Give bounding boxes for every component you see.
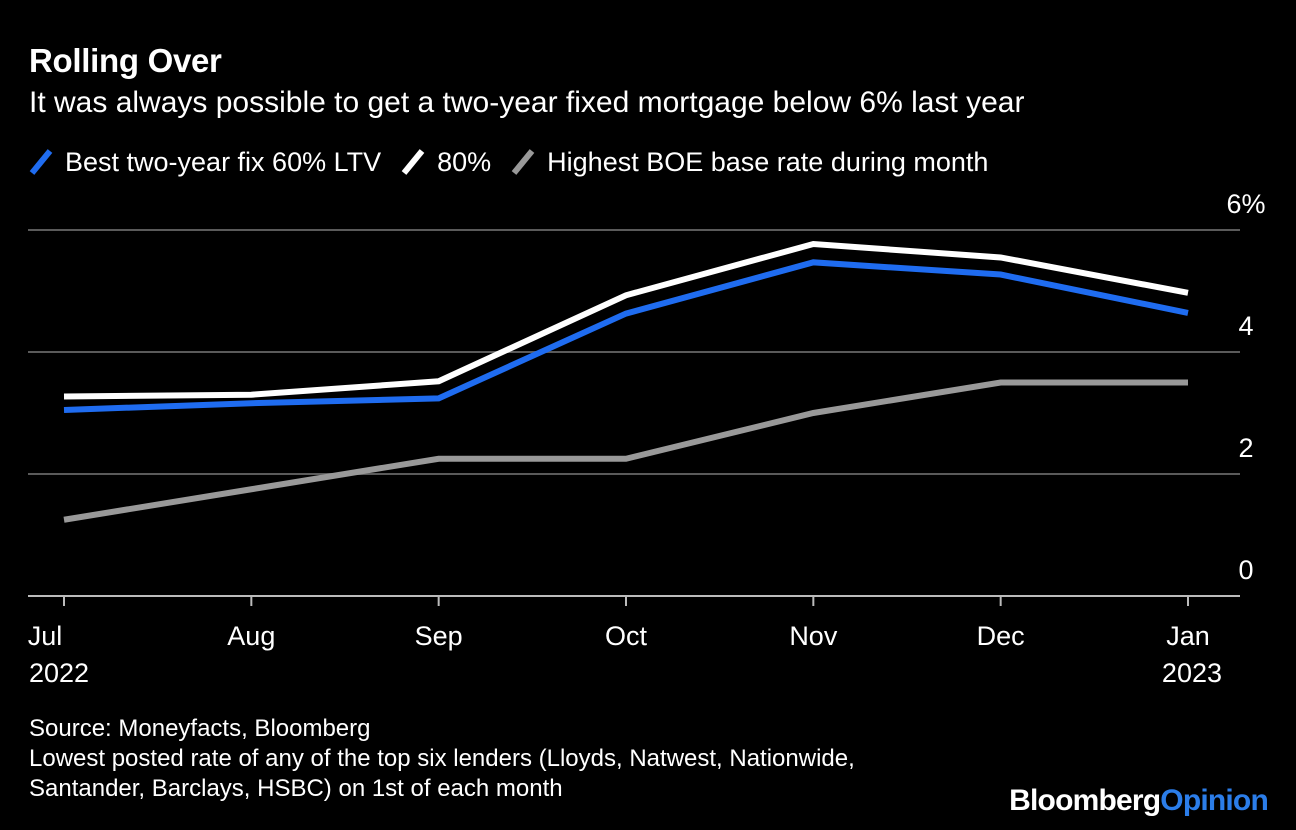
- x-tick-label-aug: Aug: [227, 621, 275, 651]
- brand-part-1: Bloomberg: [1009, 784, 1161, 817]
- note-line-1: Lowest posted rate of any of the top six…: [29, 745, 855, 772]
- source-note: Source: Moneyfacts, Bloomberg Lowest pos…: [29, 714, 855, 804]
- x-tick-label-nov: Nov: [789, 621, 838, 651]
- x-tick-label-jul: Jul: [28, 621, 63, 651]
- note-line-2: Santander, Barclays, HSBC) on 1st of eac…: [29, 775, 563, 802]
- legend-item-60ltv: Best two-year fix 60% LTV: [29, 146, 381, 178]
- legend-swatch-boe: [511, 149, 535, 175]
- chart-subtitle: It was always possible to get a two-year…: [29, 86, 1025, 119]
- legend-label-boe: Highest BOE base rate during month: [547, 146, 989, 177]
- legend: Best two-year fix 60% LTV 80% Highest BO…: [29, 146, 1008, 178]
- x-tick-label-sep: Sep: [415, 621, 463, 651]
- legend-swatch-60ltv: [29, 149, 53, 175]
- x-tick-sublabel-2023: 2023: [1162, 658, 1222, 688]
- legend-swatch-80ltv: [401, 149, 425, 175]
- chart-title: Rolling Over: [29, 42, 222, 79]
- legend-label-60ltv: Best two-year fix 60% LTV: [65, 146, 382, 177]
- legend-item-boe: Highest BOE base rate during month: [511, 146, 988, 178]
- y-tick-label-2: 2: [1238, 433, 1253, 463]
- x-tick-label-oct: Oct: [605, 621, 648, 651]
- y-tick-label-6: 6%: [1226, 189, 1265, 219]
- legend-label-80ltv: 80%: [437, 146, 492, 177]
- legend-item-80ltv: 80%: [401, 146, 491, 178]
- y-tick-label-4: 4: [1238, 311, 1253, 341]
- brand-part-2: Opinion: [1160, 784, 1269, 817]
- x-tick-label-dec: Dec: [977, 621, 1025, 651]
- y-tick-label-0: 0: [1238, 555, 1253, 585]
- line-chart: 0 2 4 6% Jul 2022 Aug Sep Oct Nov Dec Jan 2023: [28, 189, 1266, 688]
- series-line-0: [63, 259, 1189, 413]
- source-line: Source: Moneyfacts, Bloomberg: [29, 715, 371, 742]
- x-tick-label-jan: Jan: [1166, 621, 1210, 651]
- bloomberg-opinion-logo: BloombergOpinion: [1009, 784, 1269, 818]
- series-line-2: [63, 379, 1188, 523]
- x-tick-sublabel-2022: 2022: [29, 658, 89, 688]
- series-line-1: [63, 241, 1189, 400]
